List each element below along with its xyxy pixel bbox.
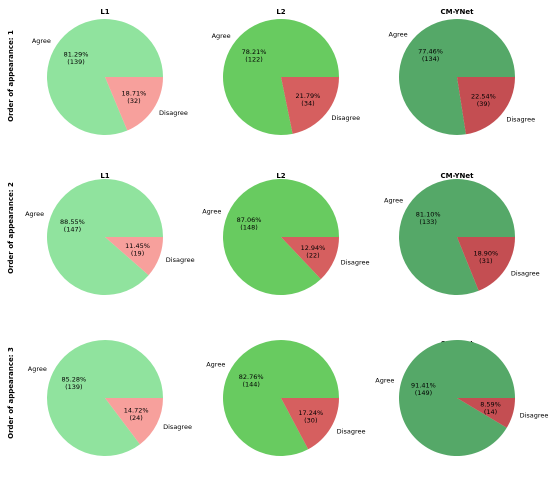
count-label-agree: (139) (65, 383, 82, 391)
percent-label-agree: 78.21% (242, 48, 267, 56)
category-label-disagree: Disagree (159, 109, 188, 117)
pie-slice-disagree (105, 237, 163, 276)
pie-slice-agree (47, 178, 163, 295)
count-label-disagree: (24) (129, 414, 142, 422)
pie-title: L2 (276, 172, 285, 180)
count-label-disagree: (31) (479, 257, 492, 265)
pie-title: CM-YNet (440, 8, 474, 16)
category-label-agree: Agree (25, 210, 44, 218)
count-label-agree: (133) (419, 218, 436, 226)
count-label-disagree: (14) (484, 408, 497, 416)
percent-label-disagree: 14.72% (124, 407, 149, 415)
count-label-disagree: (32) (127, 97, 140, 105)
pie-slice-disagree (105, 398, 163, 445)
category-label-agree: Agree (389, 31, 408, 39)
percent-label-disagree: 8.59% (480, 400, 501, 408)
percent-label-disagree: 22.54% (471, 93, 496, 101)
category-label-disagree: Disagree (511, 269, 540, 277)
count-label-disagree: (22) (306, 251, 319, 259)
category-label-agree: Agree (206, 361, 225, 369)
category-label-disagree: Disagree (337, 427, 366, 435)
category-label-agree: Agree (32, 37, 51, 45)
pie-1-2: L2 Agree 78.21%(122) Disagree 21.79%(34) (212, 8, 360, 136)
category-label-agree: Agree (28, 365, 47, 373)
pie-title: L1 (100, 172, 109, 180)
percent-label-disagree: 18.90% (473, 249, 498, 257)
category-label-agree: Agree (375, 377, 394, 385)
pie-title: L1 (100, 8, 109, 16)
count-label-agree: (148) (240, 224, 257, 232)
category-label-agree: Agree (212, 32, 231, 40)
percent-label-agree: 85.28% (61, 375, 86, 383)
percent-label-disagree: 18.71% (122, 89, 147, 97)
count-label-agree: (134) (422, 55, 439, 63)
pie-title: L2 (276, 8, 285, 16)
pie-1-1: L1 Agree 81.29%(139) Disagree 18.71%(32) (32, 8, 188, 135)
percent-label-agree: 87.06% (237, 216, 262, 224)
count-label-disagree: (30) (304, 416, 317, 424)
pie-2-1: L1 Agree 88.55%(147) Disagree 11.45%(19) (25, 172, 195, 295)
pie-2-2: L2 Agree 87.06%(148) Disagree 12.94%(22) (202, 172, 370, 296)
pie-slice-disagree (281, 398, 339, 450)
count-label-agree: (139) (67, 58, 84, 66)
row-label-1: Order of appearance: 1 (7, 30, 15, 122)
category-label-disagree: Disagree (506, 115, 535, 123)
category-label-disagree: Disagree (520, 411, 549, 419)
count-label-agree: (122) (245, 55, 262, 63)
percent-label-agree: 77.46% (418, 47, 443, 55)
pie-slice-disagree (457, 237, 515, 291)
percent-label-disagree: 21.79% (296, 92, 321, 100)
count-label-disagree: (34) (301, 100, 314, 108)
category-label-agree: Agree (384, 197, 403, 205)
percent-label-agree: 82.76% (239, 373, 264, 381)
pie-slice-agree (399, 18, 515, 136)
percent-label-disagree: 11.45% (125, 242, 150, 250)
pie-1-3: CM-YNet Agree 77.46%(134) Disagree 22.54%(39… (389, 8, 535, 136)
percent-label-agree: 91.41% (411, 382, 436, 390)
category-label-disagree: Disagree (331, 114, 360, 122)
count-label-disagree: (19) (131, 250, 144, 258)
pie-slice-agree (222, 339, 339, 456)
category-label-disagree: Disagree (163, 423, 192, 431)
percent-label-agree: 81.29% (64, 51, 89, 59)
category-label-agree: Agree (202, 207, 221, 215)
pie-slice-disagree (105, 77, 163, 131)
pie-slice-agree (222, 179, 339, 296)
count-label-disagree: (39) (477, 100, 490, 108)
pie-slice-agree (399, 178, 515, 295)
count-label-agree: (149) (415, 389, 432, 397)
pie-slice-agree (47, 19, 163, 135)
percent-label-disagree: 12.94% (301, 244, 326, 252)
count-label-agree: (147) (64, 225, 81, 233)
count-label-agree: (144) (242, 381, 259, 389)
pie-title: CM-YNet (440, 172, 474, 180)
category-label-disagree: Disagree (341, 259, 370, 267)
pie-slice-disagree (457, 77, 515, 135)
pie-2-3: CM-YNet Agree 81.10%(133) Disagree 18.90%(31… (384, 172, 540, 295)
pie-slice-disagree (281, 77, 339, 134)
pie-slice-disagree (457, 398, 515, 428)
row-label-2: Order of appearance: 2 (7, 182, 15, 274)
percent-label-agree: 81.10% (416, 211, 441, 219)
category-label-disagree: Disagree (166, 256, 195, 264)
pie-slice-agree (399, 339, 516, 456)
percent-label-disagree: 17.24% (298, 409, 323, 417)
pie-slice-disagree (281, 237, 339, 280)
row-label-3: Order of appearance: 3 (7, 347, 15, 439)
percent-label-agree: 88.55% (60, 218, 85, 226)
